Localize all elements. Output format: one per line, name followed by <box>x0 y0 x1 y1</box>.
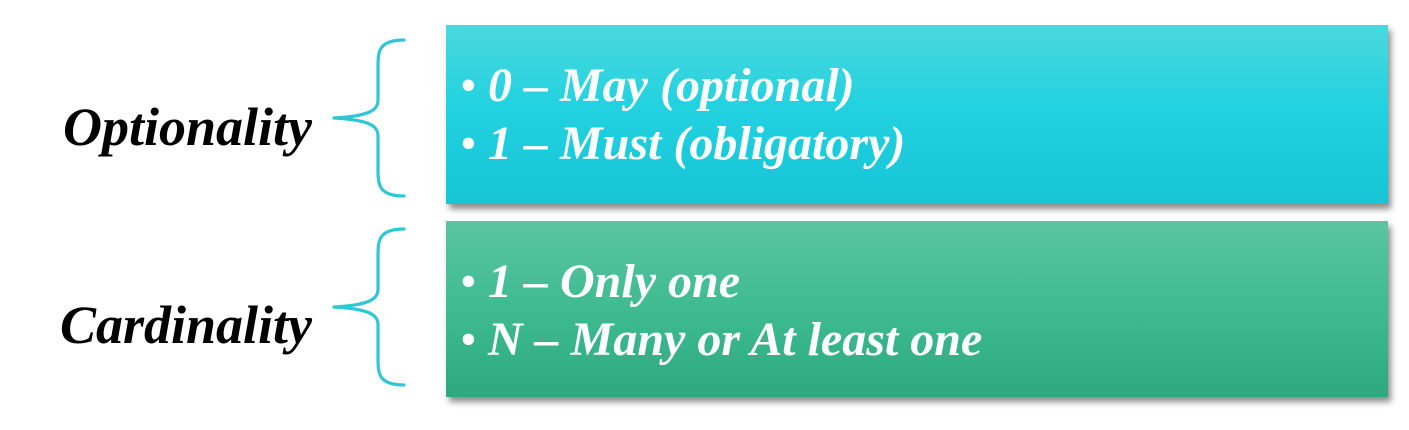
optionality-term: Optionality <box>62 97 312 157</box>
list-item-text: 1 – Only one <box>488 255 740 308</box>
cardinality-group: Cardinality • 1 – Only one • N – Many or A… <box>0 215 1409 430</box>
cardinality-box: • 1 – Only one • N – Many or At least one <box>446 221 1388 397</box>
bullet-icon: • <box>460 59 477 112</box>
optionality-group: Optionality • 0 – May (optional) • 1 – Mus… <box>62 25 1388 204</box>
bullet-icon: • <box>460 313 477 366</box>
list-item: • 1 – Only one <box>460 253 1380 311</box>
list-item: • N – Many or At least one <box>460 311 1380 369</box>
optionality-list: • 0 – May (optional) • 1 – Must (obligator… <box>460 57 1380 173</box>
cardinality-term: Cardinality <box>59 295 312 355</box>
list-item: • 0 – May (optional) <box>460 57 1380 115</box>
list-item-text: 1 – Must (obligatory) <box>488 117 906 170</box>
bullet-icon: • <box>460 117 477 170</box>
optionality-brace-path <box>332 38 406 198</box>
optionality-brace <box>332 38 406 198</box>
list-item-text: 0 – May (optional) <box>488 59 855 112</box>
list-item: • 1 – Must (obligatory) <box>460 115 1380 173</box>
list-item-text: N – Many or At least one <box>488 313 983 366</box>
cardinality-list: • 1 – Only one • N – Many or At least one <box>460 253 1380 369</box>
optionality-box: • 0 – May (optional) • 1 – Must (obligator… <box>446 25 1388 204</box>
bullet-icon: • <box>460 255 477 308</box>
cardinality-brace-path <box>332 227 406 387</box>
cardinality-brace <box>332 227 406 387</box>
